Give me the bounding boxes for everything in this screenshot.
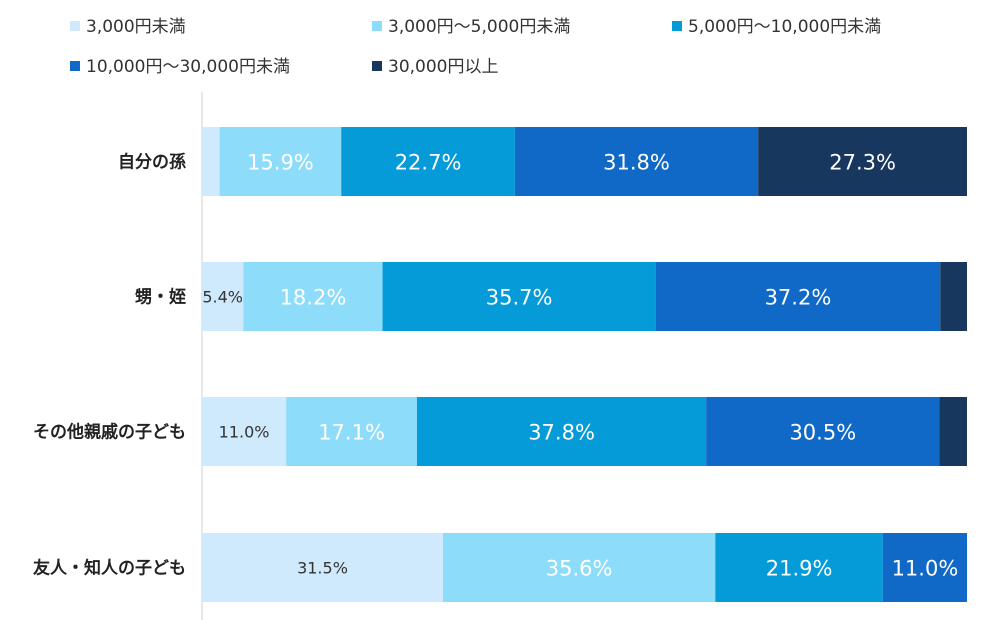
bar-segment-3-000-5-000-row-3 [286,397,417,466]
legend-swatch-1 [70,21,80,31]
legend-label-3: 5,000円～10,000円未満 [688,17,881,37]
data-label-s3-row-4: 21.9% [766,557,833,581]
bar-row-1 [202,127,967,196]
legend-item-1: 3,000円未満 [70,17,186,37]
bar-row-2 [202,262,968,331]
bar-segment-10-000-30-000-row-1 [514,127,759,196]
legend-item-5: 30,000円以上 [372,57,498,77]
bar-segment-30-000-row-2 [940,262,968,331]
bar-segment-5-000-10-000-row-3 [416,397,707,466]
data-label-s4-row-2: 37.2% [765,286,832,310]
bar-segment-30-000-row-3 [939,397,967,466]
category-label-1: 自分の孫 [118,152,186,173]
bar-segment-30-000-row-1 [758,127,967,196]
data-label-s3-row-3: 37.8% [528,421,595,445]
legend-item-3: 5,000円～10,000円未満 [672,17,881,37]
category-label-2: 甥・姪 [135,287,186,308]
data-label-s1-row-4: 31.5% [297,559,348,578]
bar-segment-3-000-5-000-row-1 [219,127,342,196]
bar-segment-10-000-30-000-row-4 [882,533,967,602]
bar-segment-3-000-row-2 [202,262,244,331]
bar-segment-3-000-row-3 [202,397,287,466]
bar-segment-5-000-10-000-row-1 [341,127,515,196]
data-label-s4-row-1: 31.8% [603,151,670,175]
legend-item-2: 3,000円～5,000円未満 [372,17,570,37]
bar-segment-3-000-5-000-row-2 [243,262,383,331]
legend: 3,000円未満 3,000円～5,000円未満 5,000円～10,000円未満 1… [70,17,881,77]
legend-label-1: 3,000円未満 [86,17,186,37]
bar-segment-10-000-30-000-row-2 [655,262,941,331]
bar-segment-3-000-row-4 [202,533,443,602]
legend-item-4: 10,000円～30,000円未満 [70,57,290,77]
bar-row-4 [202,533,967,602]
data-labels: 15.9% 22.7% 31.8% 27.3% 5.4% 18.2% 35.7% 37.2% 1… [202,151,958,581]
bar-segment-3-000-5-000-row-4 [442,533,716,602]
data-label-s5-row-1: 27.3% [829,151,896,175]
data-label-s2-row-1: 15.9% [247,151,314,175]
data-label-s3-row-2: 35.7% [486,286,553,310]
data-label-s3-row-1: 22.7% [395,151,462,175]
legend-label-5: 30,000円以上 [388,57,498,77]
bar-segment-5-000-10-000-row-2 [382,262,656,331]
bar-segment-5-000-10-000-row-4 [715,533,883,602]
data-label-s2-row-4: 35.6% [546,557,613,581]
bar-row-3 [202,397,967,466]
legend-label-4: 10,000円～30,000円未満 [86,57,290,77]
legend-swatch-2 [372,21,382,31]
legend-swatch-3 [672,21,682,31]
bar-segment-3-000-row-1 [202,127,220,196]
data-label-s4-row-4: 11.0% [892,557,959,581]
legend-swatch-5 [372,61,382,71]
data-label-s1-row-3: 11.0% [219,423,270,442]
bar-segment-10-000-30-000-row-3 [706,397,940,466]
data-label-s1-row-2: 5.4% [202,288,243,307]
category-label-4: 友人・知人の子ども [33,558,186,579]
bars [202,127,968,602]
data-label-s2-row-2: 18.2% [280,286,347,310]
data-label-s2-row-3: 17.1% [318,421,385,445]
category-label-3: その他親戚の子ども [33,422,186,443]
legend-label-2: 3,000円～5,000円未満 [388,17,570,37]
legend-swatch-4 [70,61,80,71]
data-label-s4-row-3: 30.5% [789,421,856,445]
